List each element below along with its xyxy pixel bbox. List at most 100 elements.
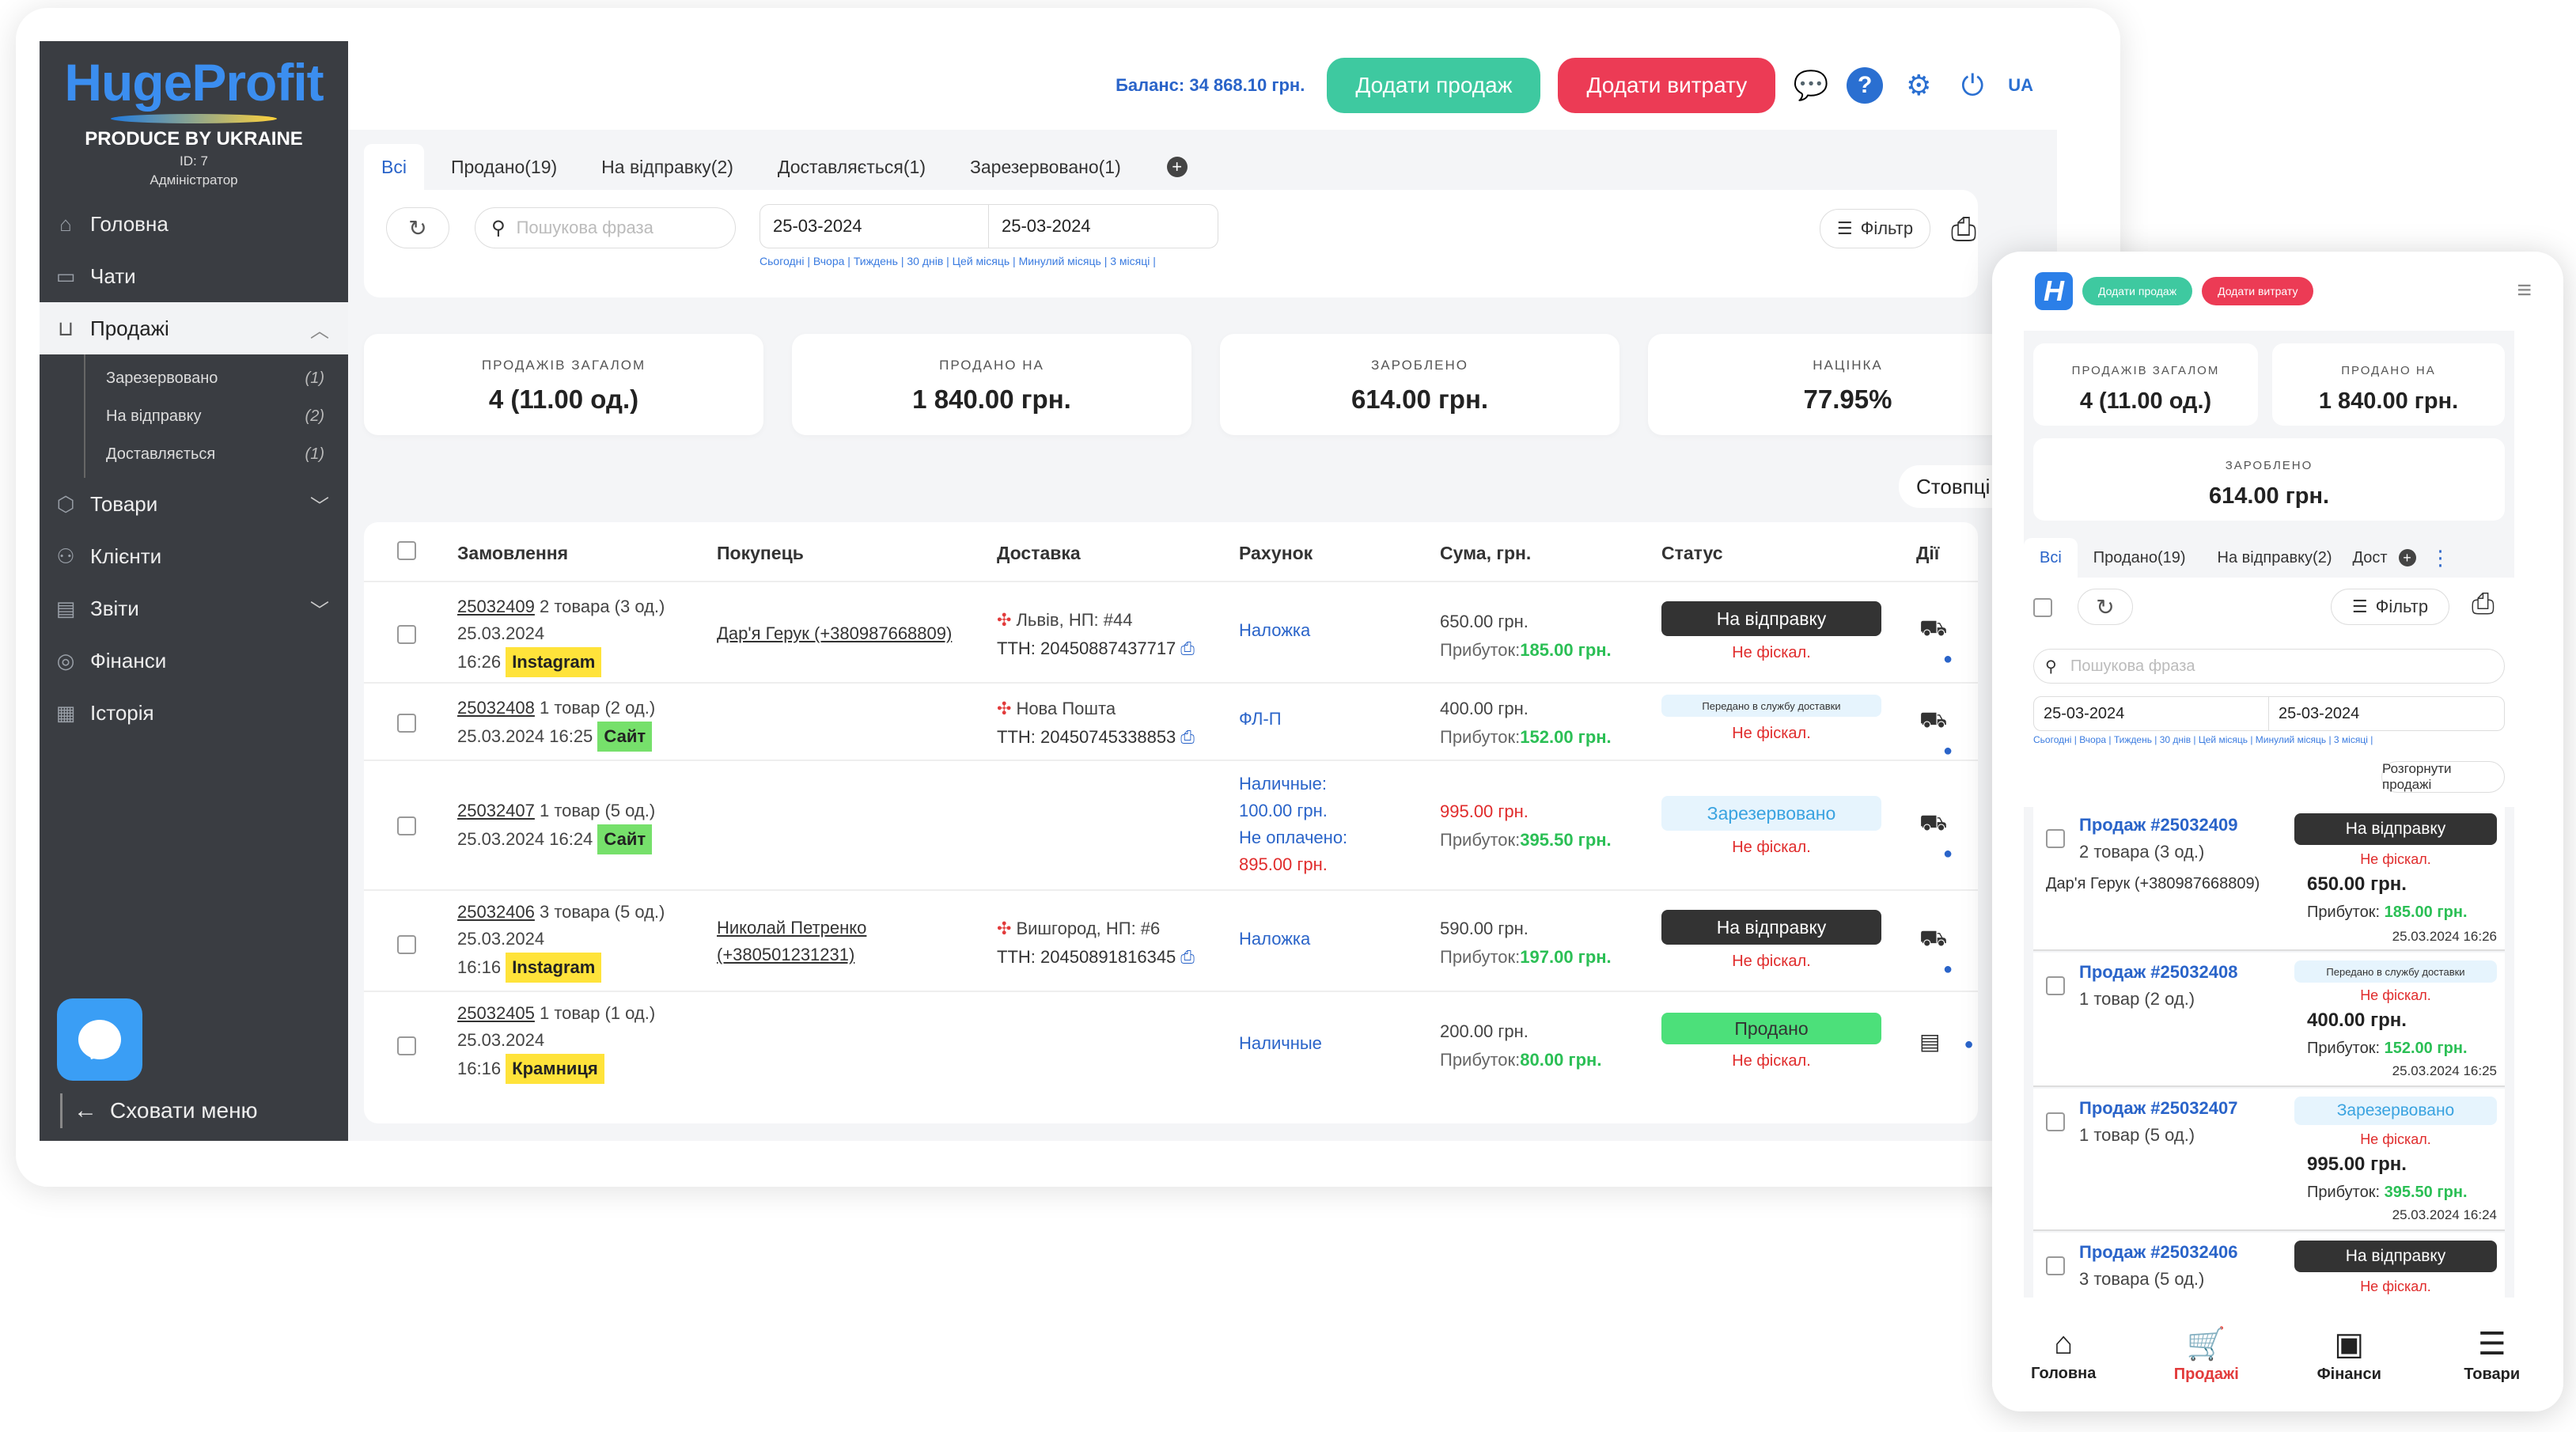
tab-delivering[interactable]: Доставляється(1) [777,156,926,177]
messages-icon[interactable]: 💬 [1793,69,1829,101]
col-status[interactable]: Статус [1661,543,1723,563]
row-checkbox[interactable] [397,816,416,835]
mobile-sale-card[interactable]: Продаж #25032406 3 товара (5 од.) На від… [2033,1233,2505,1312]
tab-sold[interactable]: Продано(19) [450,156,558,177]
col-delivery[interactable]: Доставка [997,543,1081,563]
sidebar-item-sales[interactable]: ⊔ Продажі ︿ [40,302,348,354]
sidebar-item-chats[interactable]: ▭ Чати [40,250,348,302]
mobile-select-all-checkbox[interactable] [2033,598,2052,617]
order-number-link[interactable]: 25032409 [457,597,535,616]
status-badge[interactable]: Зарезервовано [2294,1097,2497,1125]
more-icon[interactable]: ● [1943,845,1953,862]
mobile-tab-to-ship[interactable]: На відправку(2) [2217,548,2332,566]
status-badge[interactable]: Передано в службу доставки [1661,695,1881,717]
order-number-link[interactable]: 25032405 [457,1003,535,1023]
expand-sales-button[interactable]: Розгорнути продажі [2381,761,2505,793]
mobile-date-from[interactable]: 25-03-2024 [2033,696,2269,731]
sidebar-item-finance[interactable]: ◎ Фінанси [40,635,348,687]
col-buyer[interactable]: Покупець [717,543,804,563]
truck-icon[interactable]: ⛟ [1919,616,1948,640]
table-row[interactable]: 25032406 3 товара (5 од.) 25.03.2024 16:… [364,891,1978,992]
status-badge[interactable]: На відправку [2294,813,2497,845]
card-checkbox[interactable] [2046,1112,2065,1131]
refresh-icon[interactable]: ↻ [386,207,449,248]
sale-number[interactable]: Продаж #25032406 [2079,1242,2238,1262]
add-tab-icon[interactable]: + [1166,157,1188,177]
table-row[interactable]: 25032407 1 товар (5 од.) 25.03.2024 16:2… [364,761,1978,891]
more-icon[interactable]: ● [1943,650,1953,668]
mobile-search-input[interactable]: ⚲ Пошукова фраза [2033,649,2505,684]
subnav-item-to-ship[interactable]: На відправку (2) [85,397,348,435]
col-sum[interactable]: Сума, грн. [1440,543,1532,563]
status-badge[interactable]: Продано [1661,1013,1881,1044]
power-icon[interactable]: ⏻ [1960,68,1984,101]
mobile-sale-card[interactable]: Продаж #25032407 1 товар (5 од.) Зарезер… [2033,1089,2505,1231]
mobile-sale-card[interactable]: Продаж #25032409 2 товара (3 од.) Дар'я … [2033,805,2505,951]
more-icon[interactable]: ● [1943,742,1953,760]
table-row[interactable]: 25032409 2 товара (3 од.) 25.03.2024 16:… [364,584,1978,684]
table-row[interactable]: 25032405 1 товар (1 од.) 25.03.2024 16:1… [364,992,1978,1095]
mobile-add-expense-button[interactable]: Додати витрату [2202,277,2314,305]
tab-all[interactable]: Всі [364,144,424,190]
order-number-link[interactable]: 25032406 [457,902,535,922]
date-from-input[interactable]: 25-03-2024 [760,204,989,248]
columns-button[interactable]: Стовпці [1899,465,1994,508]
export-icon[interactable]: ⎙ [2472,587,2495,619]
receipt-icon[interactable]: ▤ [1919,1029,1941,1054]
sale-number[interactable]: Продаж #25032408 [2079,962,2238,982]
print-icon[interactable]: ⎙ [1180,947,1195,967]
row-checkbox[interactable] [397,935,416,954]
col-actions[interactable]: Дії [1916,543,1940,563]
col-payment[interactable]: Рахунок [1239,543,1313,563]
print-icon[interactable]: ⎙ [1180,727,1195,747]
logo[interactable]: HugeProfit PRODUCE BY UKRAINE ID: 7 Адмі… [40,41,348,188]
row-checkbox[interactable] [397,1036,416,1055]
mobile-quick-date-links[interactable]: Сьогодні | Вчора | Тиждень | 30 днів | Ц… [2033,734,2373,745]
mobile-tab-delivering[interactable]: Дост [2352,548,2388,566]
mobile-tab-all[interactable]: Всі [2024,538,2078,578]
sidebar-item-home[interactable]: ⌂ Головна [40,198,348,250]
status-badge[interactable]: Передано в службу доставки [2294,960,2497,983]
filter-button[interactable]: ☰ Фільтр [1820,209,1930,248]
order-number-link[interactable]: 25032408 [457,698,535,718]
buyer-link[interactable]: Дар'я Герук (+380987668809) [717,623,953,643]
mobile-add-sale-button[interactable]: Додати продаж [2082,277,2193,305]
status-badge[interactable]: На відправку [2294,1241,2497,1272]
mobile-nav-home[interactable]: ⌂ Головна [2008,1326,2119,1383]
add-tab-icon[interactable]: + [2398,549,2416,566]
status-badge[interactable]: На відправку [1661,601,1881,636]
mobile-tab-sold[interactable]: Продано(19) [2093,548,2186,566]
sidebar-item-clients[interactable]: ⚇ Клієнти [40,530,348,582]
mobile-nav-finance[interactable]: ▣ Фінанси [2294,1326,2404,1384]
search-input[interactable]: ⚲ Пошукова фраза [475,207,736,248]
row-checkbox[interactable] [397,714,416,733]
refresh-icon[interactable]: ↻ [2078,589,2133,625]
sidebar-item-products[interactable]: ⬡ Товари ﹀ [40,478,348,530]
help-icon[interactable]: ? [1847,67,1884,104]
sidebar-item-history[interactable]: ▦ Історія [40,687,348,739]
quick-date-links[interactable]: Сьогодні | Вчора | Тиждень | 30 днів | Ц… [760,255,1156,267]
support-chat-button[interactable] [57,998,142,1081]
add-sale-button[interactable]: Додати продаж [1327,58,1541,113]
subnav-item-delivering[interactable]: Доставляється (1) [85,435,348,473]
row-checkbox[interactable] [397,625,416,644]
mobile-nav-products[interactable]: ☰ Товари [2437,1326,2548,1384]
hide-menu-button[interactable]: ← Сховати меню [60,1093,258,1128]
col-order[interactable]: Замовлення [457,543,569,563]
sidebar-item-reports[interactable]: ▤ Звіти ﹀ [40,582,348,635]
tab-reserved[interactable]: Зарезервовано(1) [969,156,1121,177]
mobile-nav-sales[interactable]: 🛒 Продажі [2151,1325,2262,1384]
sale-number[interactable]: Продаж #25032407 [2079,1098,2238,1118]
tab-to-ship[interactable]: На відправку(2) [601,156,733,177]
status-badge[interactable]: На відправку [1661,910,1881,945]
buyer-phone-link[interactable]: (+380501231231) [717,945,855,964]
language-select[interactable]: UA [2008,75,2033,95]
print-icon[interactable]: ⎙ [1180,638,1195,658]
mobile-filter-button[interactable]: ☰ Фільтр [2331,589,2449,625]
add-expense-button[interactable]: Додати витрату [1558,58,1776,113]
date-to-input[interactable]: 25-03-2024 [989,204,1218,248]
mobile-logo[interactable]: H [2035,272,2073,310]
sale-number[interactable]: Продаж #25032409 [2079,815,2238,835]
truck-icon[interactable]: ⛟ [1919,810,1948,835]
status-badge[interactable]: Зарезервовано [1661,796,1881,831]
